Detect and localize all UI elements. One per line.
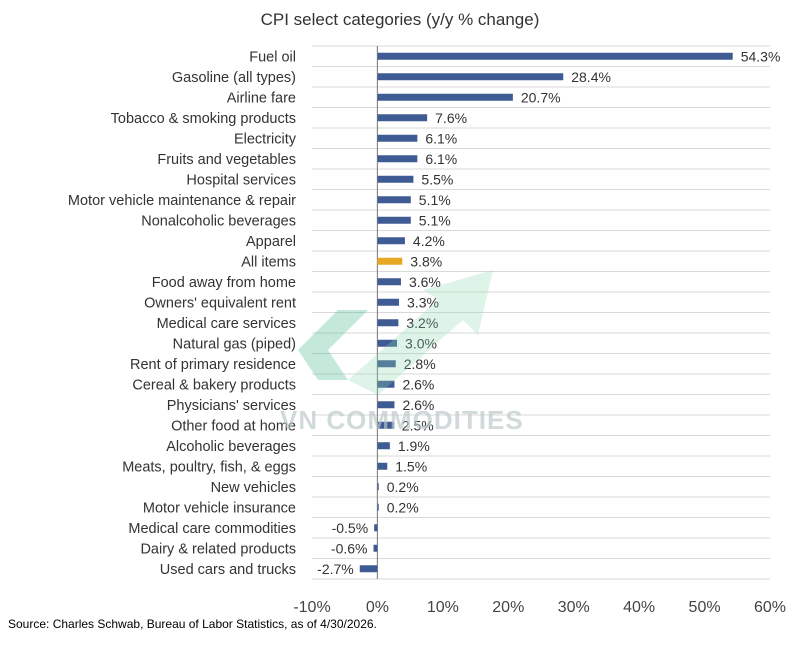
category-label: Medical care commodities (128, 521, 296, 537)
category-label: Other food at home (171, 418, 296, 434)
bar (377, 298, 400, 306)
bar (377, 216, 411, 224)
value-label: 5.1% (419, 212, 451, 228)
x-tick-label: 20% (492, 599, 524, 616)
x-tick-label: 10% (427, 599, 459, 616)
bar (377, 483, 379, 491)
category-label: Owners' equivalent rent (144, 295, 296, 311)
chart-title: CPI select categories (y/y % change) (260, 10, 540, 29)
bar (377, 503, 379, 511)
category-label: Gasoline (all types) (172, 70, 296, 86)
bar (377, 339, 398, 347)
bar (377, 401, 395, 409)
value-label: 3.6% (409, 274, 441, 290)
category-label: Cereal & bakery products (132, 377, 296, 393)
bar (377, 114, 428, 122)
x-tick-label: 30% (558, 599, 590, 616)
bar (377, 196, 411, 204)
bar (377, 360, 396, 368)
value-label: 4.2% (413, 233, 445, 249)
category-label: Motor vehicle insurance (143, 500, 296, 516)
category-label: Hospital services (186, 172, 296, 188)
x-tick-label: 50% (689, 599, 721, 616)
value-label: 2.8% (404, 356, 436, 372)
x-tick-label: 40% (623, 599, 655, 616)
value-label: 20.7% (521, 89, 561, 105)
category-label: Tobacco & smoking products (111, 111, 296, 127)
category-label: All items (241, 254, 296, 270)
value-label: 28.4% (571, 69, 611, 85)
bar (359, 565, 378, 573)
bar (377, 134, 418, 142)
x-tick-label: -10% (293, 599, 330, 616)
value-label: 3.2% (406, 315, 438, 331)
value-label: 54.3% (741, 48, 781, 64)
source-note: Source: Charles Schwab, Bureau of Labor … (8, 617, 377, 631)
category-label: Fruits and vegetables (157, 152, 296, 168)
value-label: 5.1% (419, 192, 451, 208)
category-label: Natural gas (piped) (173, 336, 296, 352)
category-label: Physicians' services (167, 398, 296, 414)
value-label: 1.5% (395, 458, 427, 474)
value-label: 0.2% (387, 499, 419, 515)
value-label: 6.1% (425, 151, 457, 167)
value-label: -0.6% (331, 540, 368, 556)
value-label: 3.8% (410, 253, 442, 269)
category-label: New vehicles (211, 480, 296, 496)
x-tick-label: 0% (366, 599, 389, 616)
bar (377, 421, 394, 429)
value-label: -2.7% (317, 561, 354, 577)
bar (377, 52, 733, 60)
value-label: 2.6% (402, 376, 434, 392)
category-label: Rent of primary residence (130, 357, 296, 373)
value-label: 5.5% (421, 171, 453, 187)
category-label: Food away from home (152, 275, 296, 291)
category-label: Dairy & related products (140, 541, 296, 557)
bar (377, 73, 564, 81)
category-label: Alcoholic beverages (166, 439, 296, 455)
bar (374, 524, 378, 532)
bar (377, 237, 405, 245)
bar (373, 544, 378, 552)
category-label: Electricity (234, 131, 297, 147)
value-label: 3.0% (405, 335, 437, 351)
category-label: Airline fare (227, 90, 296, 106)
value-label: 2.6% (402, 397, 434, 413)
bar (377, 278, 401, 286)
value-label: 6.1% (425, 130, 457, 146)
bar (377, 175, 414, 183)
bar (377, 155, 418, 163)
bar (377, 319, 399, 327)
category-label: Used cars and trucks (160, 562, 296, 578)
value-label: 3.3% (407, 294, 439, 310)
bar (377, 380, 395, 388)
bar (377, 442, 390, 450)
value-label: 0.2% (387, 479, 419, 495)
value-label: 2.5% (402, 417, 434, 433)
category-label: Meats, poultry, fish, & eggs (122, 459, 296, 475)
bar (377, 462, 388, 470)
category-label: Nonalcoholic beverages (141, 213, 296, 229)
value-label: 1.9% (398, 438, 430, 454)
category-label: Motor vehicle maintenance & repair (68, 193, 296, 209)
value-label: -0.5% (332, 520, 369, 536)
bar (377, 93, 513, 101)
category-label: Medical care services (157, 316, 296, 332)
bar-highlight (377, 257, 403, 265)
x-tick-label: 60% (754, 599, 786, 616)
category-label: Apparel (246, 234, 296, 250)
value-label: 7.6% (435, 110, 467, 126)
category-label: Fuel oil (249, 49, 296, 65)
